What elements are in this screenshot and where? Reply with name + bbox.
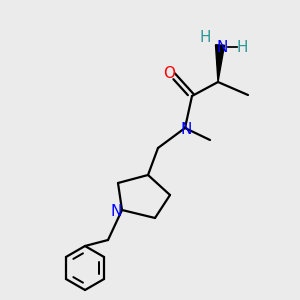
Text: H: H — [199, 29, 211, 44]
Text: N: N — [216, 40, 228, 55]
Text: H: H — [236, 40, 248, 55]
Polygon shape — [215, 45, 224, 82]
Text: O: O — [163, 65, 175, 80]
Text: N: N — [180, 122, 192, 136]
Text: N: N — [110, 203, 122, 218]
